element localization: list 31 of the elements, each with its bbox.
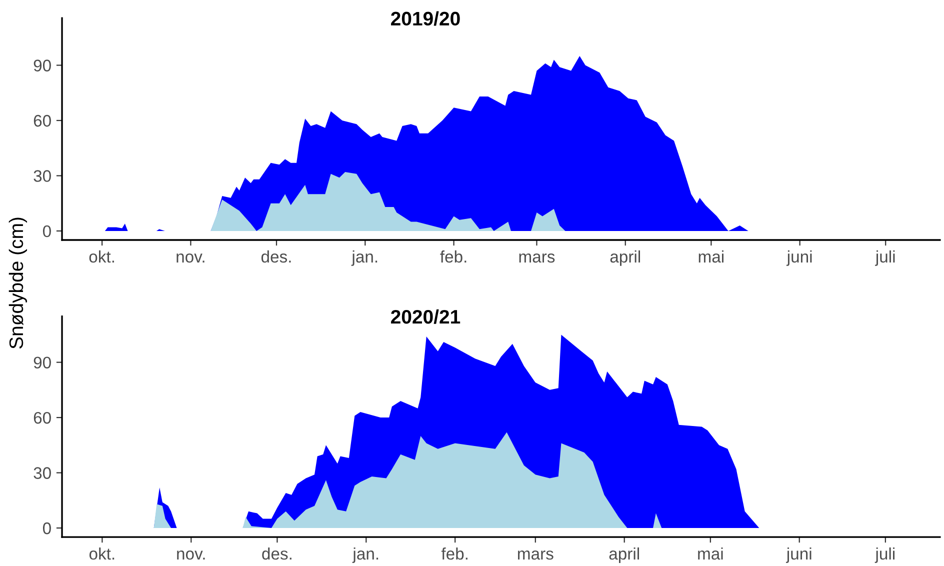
y-tick-label: 30 [34, 467, 51, 479]
x-tick-label: juli [875, 250, 895, 266]
y-tick-label: 60 [34, 412, 51, 424]
x-tick-label: okt. [89, 547, 114, 560]
x-tick-label: feb. [441, 547, 468, 560]
x-tick-label: nov. [177, 550, 205, 560]
x-tick-label: april [609, 547, 639, 563]
y-tick-label: 90 [34, 60, 51, 72]
x-tick-label: april [610, 250, 640, 266]
y-tick-label: 90 [34, 356, 51, 369]
chart-title: 2020/21 [391, 309, 460, 324]
y-tick-label: 0 [42, 225, 51, 238]
y-tick-label: 30 [34, 170, 51, 182]
y-tick-label: 0 [42, 522, 51, 534]
x-tick-label: mai [698, 547, 723, 560]
x-tick-label: feb. [440, 250, 466, 263]
x-tick-label: mai [698, 250, 724, 263]
x-tick-label: jan. [352, 547, 378, 563]
x-tick-label: nov. [176, 254, 204, 263]
chart-title: 2019/20 [391, 11, 460, 26]
x-tick-label: mars [519, 254, 555, 263]
y-tick-label: 60 [34, 114, 51, 127]
x-tick-label: des. [262, 547, 292, 560]
x-tick-label: okt. [89, 250, 114, 263]
x-tick-label: des. [261, 250, 291, 263]
y-axis-title: Snødybde (cm) [8, 218, 27, 349]
x-tick-label: juni [786, 250, 812, 266]
x-tick-label: juni [786, 547, 812, 563]
x-tick-label: juli [874, 547, 894, 563]
x-tick-label: jan. [351, 250, 378, 266]
x-tick-label: mars [518, 550, 554, 560]
